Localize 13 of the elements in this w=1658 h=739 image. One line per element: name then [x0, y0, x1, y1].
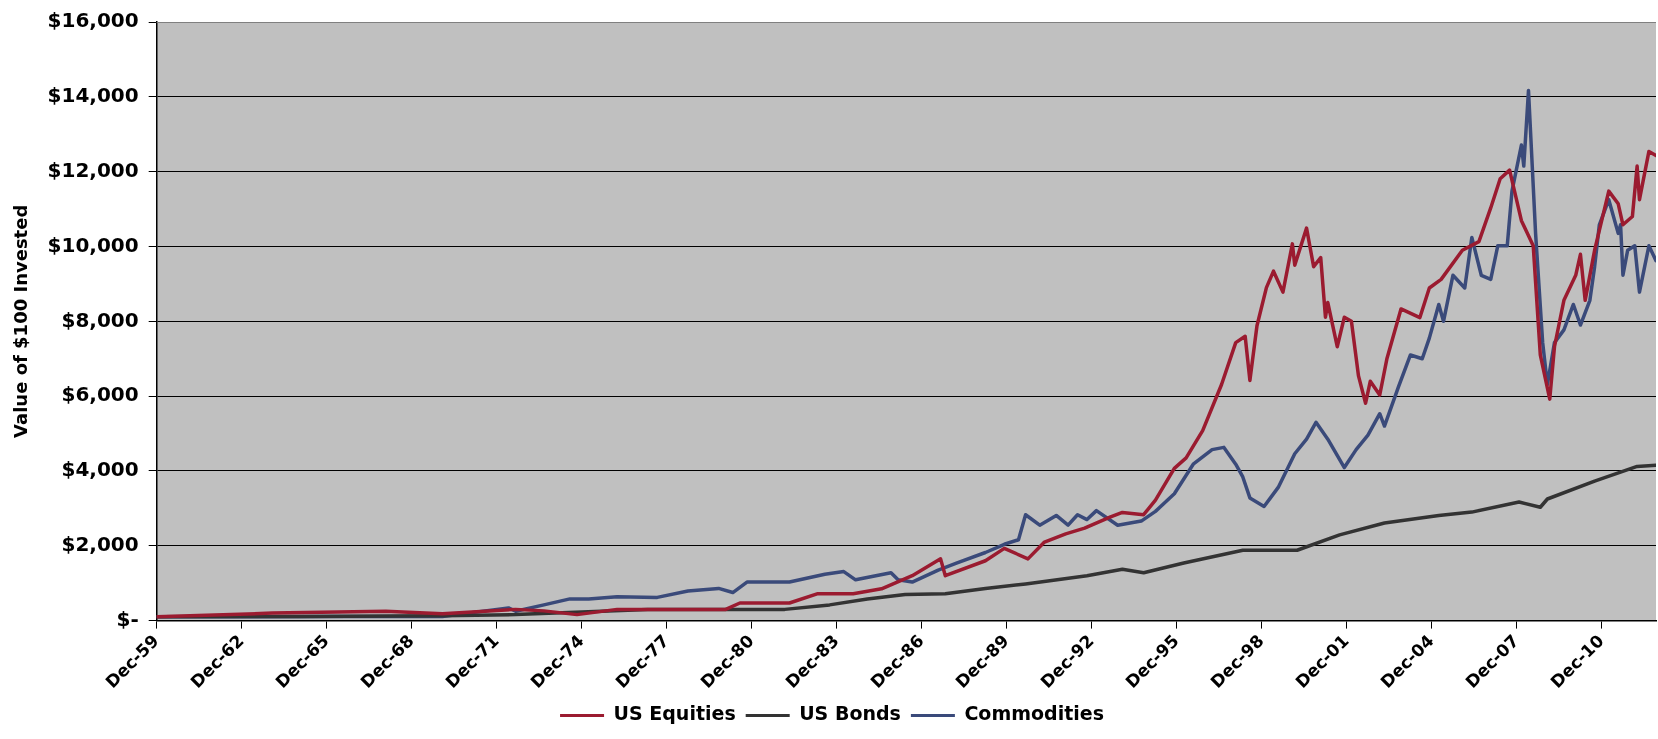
y-tick-label: $8,000 [61, 307, 139, 332]
legend-label: US Equities [613, 702, 736, 725]
y-tick-label: $10,000 [47, 232, 139, 257]
y-tick-label: $2,000 [61, 531, 139, 556]
y-axis-title: Value of $100 Invested [10, 204, 32, 438]
y-tick-label: $4,000 [61, 457, 139, 482]
y-tick-label: $16,000 [47, 8, 139, 33]
legend-label: Commodities [964, 702, 1104, 725]
y-tick-label: $14,000 [47, 83, 139, 108]
y-tick-label: $12,000 [47, 157, 139, 182]
legend-label: US Bonds [799, 702, 901, 725]
y-tick-label: $6,000 [61, 382, 139, 407]
y-tick-label: $- [116, 606, 139, 631]
